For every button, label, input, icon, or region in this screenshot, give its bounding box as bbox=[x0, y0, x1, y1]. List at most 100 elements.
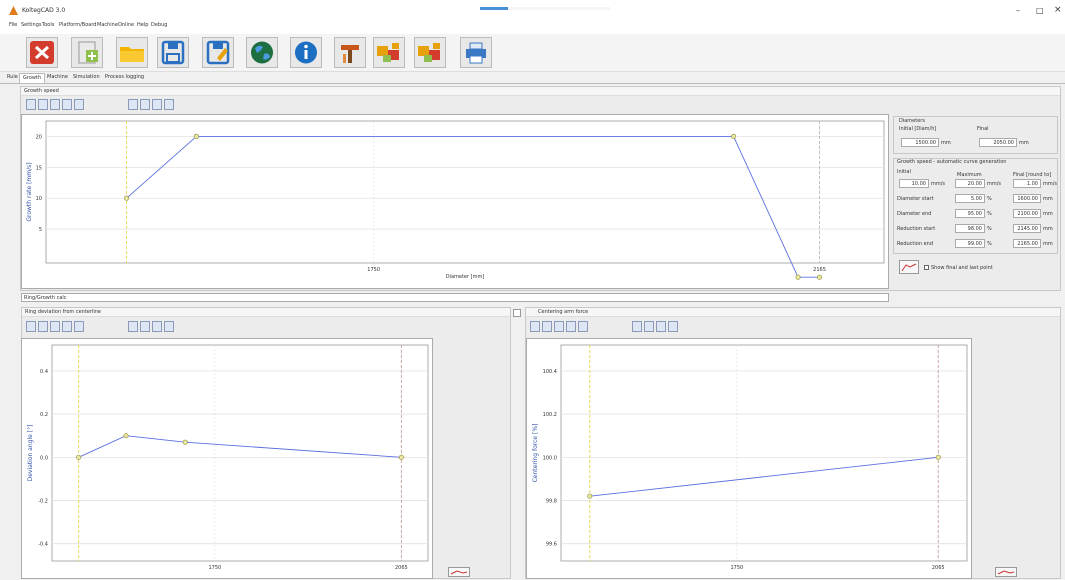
growth-chart[interactable]: 20 15 10 5 1750 2165 Growth rate [mm/s] Diamete… bbox=[21, 114, 889, 289]
info-button[interactable] bbox=[290, 37, 322, 68]
printer-icon bbox=[466, 42, 486, 64]
app-logo-icon bbox=[9, 6, 18, 15]
zoom-area-icon[interactable] bbox=[38, 321, 48, 332]
tab-machine[interactable]: Machine bbox=[47, 74, 68, 80]
force-section-toggle[interactable] bbox=[513, 309, 521, 317]
fit-all-icon[interactable] bbox=[128, 99, 138, 110]
x-tick-label: 1750 bbox=[730, 565, 743, 571]
zoom-y-icon[interactable] bbox=[152, 99, 162, 110]
zoom-fit-icon[interactable] bbox=[26, 321, 36, 332]
max-speed-unit: mm/s bbox=[987, 181, 1002, 187]
grid-icon[interactable] bbox=[164, 99, 174, 110]
force-preview-button[interactable] bbox=[995, 567, 1017, 577]
row-diameter-start-label: Diameter start bbox=[897, 196, 934, 202]
print-button[interactable] bbox=[460, 37, 492, 68]
reduction-start-mm-input[interactable]: 2145.00 bbox=[1013, 224, 1041, 233]
max-speed-input[interactable]: 20.00 bbox=[955, 179, 985, 188]
module-button[interactable] bbox=[373, 37, 405, 68]
row-reduction-start-label: Reduction start bbox=[897, 226, 936, 232]
title-search-field[interactable] bbox=[480, 7, 610, 10]
x-axis-label: Diameter [mm] bbox=[446, 274, 485, 280]
angle-preview-icon bbox=[450, 570, 468, 575]
angle-chart[interactable]: 0.4 0.2 0.0 -0.2 -0.4 1750 2065 Deviation angle… bbox=[21, 338, 433, 579]
y-axis-label: Centering force [%] bbox=[532, 424, 539, 483]
force-preview-icon bbox=[997, 570, 1015, 575]
tab-rule[interactable]: Rule bbox=[7, 74, 18, 80]
menu-bar: File Settings Tools Platform/Board Machi… bbox=[0, 22, 1065, 34]
final-diameter-unit: mm bbox=[1019, 140, 1029, 146]
reduction-end-mm-input[interactable]: 2165.00 bbox=[1013, 239, 1041, 248]
new-file-button[interactable] bbox=[71, 37, 103, 68]
row-diameter-end-label: Diameter end bbox=[897, 211, 932, 217]
diameter-start-pct-input[interactable]: 5.00 bbox=[955, 194, 985, 203]
curve-preview-button[interactable] bbox=[899, 260, 919, 274]
menu-machine[interactable]: Machine bbox=[97, 22, 118, 28]
diameter-end-pct-input[interactable]: 95.00 bbox=[955, 209, 985, 218]
save-button[interactable] bbox=[157, 37, 189, 68]
show-final-checkbox[interactable] bbox=[924, 265, 929, 270]
menu-settings[interactable]: Settings bbox=[21, 22, 42, 28]
menu-tools[interactable]: Tools bbox=[42, 22, 55, 28]
zoom-x-icon[interactable] bbox=[644, 321, 654, 332]
zoom-area-icon[interactable] bbox=[542, 321, 552, 332]
close-window-button[interactable]: × bbox=[1054, 5, 1062, 15]
pan-icon[interactable] bbox=[50, 99, 60, 110]
initial-diameter-input[interactable]: 1500.00 bbox=[901, 138, 939, 147]
zoom-fit-icon[interactable] bbox=[26, 99, 36, 110]
tab-process-logging[interactable]: Process logging bbox=[105, 74, 145, 80]
growth-chart-svg: 20 15 10 5 1750 2165 Growth rate [mm/s] Diamete… bbox=[26, 120, 885, 280]
zoom-area-icon[interactable] bbox=[38, 99, 48, 110]
move-icon[interactable] bbox=[62, 99, 72, 110]
diameter-end-mm-input[interactable]: 2100.00 bbox=[1013, 209, 1041, 218]
diameter-start-mm-input[interactable]: 1600.00 bbox=[1013, 194, 1041, 203]
final-speed-input[interactable]: 1.00 bbox=[1013, 179, 1041, 188]
zoom-x-icon[interactable] bbox=[140, 99, 150, 110]
status-field[interactable]: Ring/Growth calc bbox=[21, 293, 889, 302]
open-button[interactable] bbox=[116, 37, 148, 68]
online-button[interactable] bbox=[246, 37, 278, 68]
y-tick-label: 10 bbox=[36, 196, 42, 202]
y-tick-label: -0.4 bbox=[38, 542, 48, 548]
pan-icon[interactable] bbox=[50, 321, 60, 332]
move-icon[interactable] bbox=[62, 321, 72, 332]
menu-help[interactable]: Help bbox=[137, 22, 149, 28]
zoom-y-icon[interactable] bbox=[152, 321, 162, 332]
move-icon[interactable] bbox=[566, 321, 576, 332]
tool-button[interactable] bbox=[334, 37, 366, 68]
angle-preview-button[interactable] bbox=[448, 567, 470, 577]
y-tick-label: 15 bbox=[36, 165, 42, 171]
zoom-fit-icon[interactable] bbox=[530, 321, 540, 332]
final-diameter-input[interactable]: 2050.00 bbox=[979, 138, 1017, 147]
minimize-button[interactable]: – bbox=[1016, 6, 1020, 15]
magnify-icon[interactable] bbox=[578, 321, 588, 332]
grid-icon[interactable] bbox=[668, 321, 678, 332]
menu-platform[interactable]: Platform/Board bbox=[59, 22, 97, 28]
menu-online[interactable]: Online bbox=[118, 22, 135, 28]
tab-simulation[interactable]: Simulation bbox=[73, 74, 100, 80]
magnify-icon[interactable] bbox=[74, 99, 84, 110]
zoom-x-icon[interactable] bbox=[140, 321, 150, 332]
y-axis-label: Deviation angle [°] bbox=[27, 425, 34, 482]
exit-button[interactable] bbox=[26, 37, 58, 68]
pan-icon[interactable] bbox=[554, 321, 564, 332]
reduction-start-pct-input[interactable]: 98.00 bbox=[955, 224, 985, 233]
maximize-button[interactable]: □ bbox=[1036, 6, 1044, 15]
force-chart[interactable]: 100.4 100.2 100.0 99.8 99.6 1750 2065 Centering… bbox=[526, 338, 972, 579]
x-tick-label: 2165 bbox=[813, 267, 826, 273]
reduction-start-mm-unit: mm bbox=[1043, 226, 1053, 232]
menu-debug[interactable]: Debug bbox=[151, 22, 168, 28]
menu-file[interactable]: File bbox=[9, 22, 18, 28]
fit-all-icon[interactable] bbox=[632, 321, 642, 332]
diameter-start-pct-unit: % bbox=[987, 196, 992, 202]
zoom-y-icon[interactable] bbox=[656, 321, 666, 332]
magnify-icon[interactable] bbox=[74, 321, 84, 332]
reduction-end-pct-input[interactable]: 99.00 bbox=[955, 239, 985, 248]
fit-all-icon[interactable] bbox=[128, 321, 138, 332]
tab-growth[interactable]: Growth bbox=[19, 73, 46, 83]
initial-speed-input[interactable]: 10.00 bbox=[899, 179, 929, 188]
module-alt-button[interactable] bbox=[414, 37, 446, 68]
diameter-end-pct-unit: % bbox=[987, 211, 992, 217]
grid-icon[interactable] bbox=[164, 321, 174, 332]
x-tick-label: 1750 bbox=[208, 565, 221, 571]
save-as-button[interactable] bbox=[202, 37, 234, 68]
